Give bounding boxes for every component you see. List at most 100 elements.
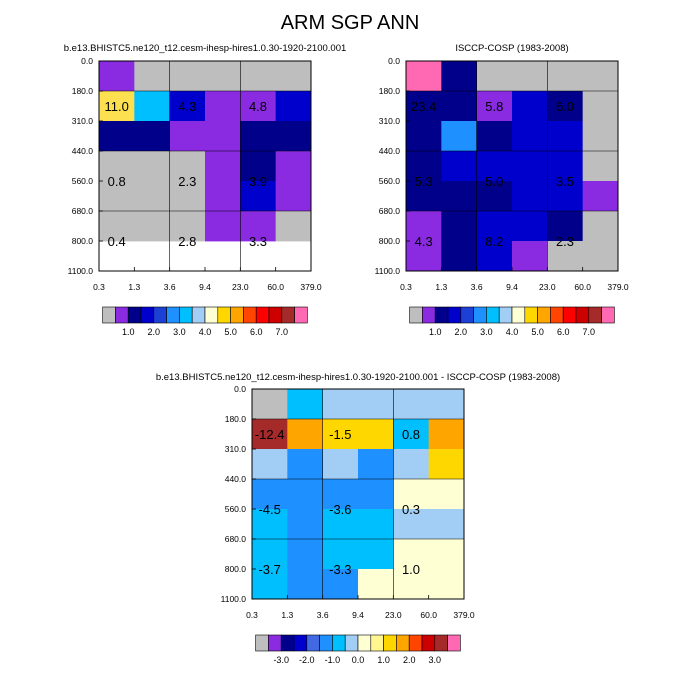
heatmap-cell: [393, 419, 430, 450]
colorbar-swatch: [243, 306, 257, 324]
heatmap-cell: [393, 389, 430, 420]
heatmap-cell: [240, 151, 277, 182]
colorbar-swatch: [383, 634, 397, 652]
heatmap-cell: [512, 241, 548, 272]
heatmap-cell: [252, 419, 288, 450]
heatmap-cell: [428, 449, 465, 480]
colorbar-label: 3.0: [429, 655, 442, 665]
heatmap-cell: [547, 61, 584, 92]
panel-model: b.e13.BHISTC5.ne120_t12.cesm-ihesp-hires…: [64, 43, 347, 337]
data-label: 23.4: [411, 99, 436, 114]
colorbar-label: 0.0: [352, 655, 365, 665]
x-tick-label: 3.6: [164, 282, 176, 292]
heatmap-cell: [240, 211, 277, 242]
colorbar-swatch: [434, 634, 448, 652]
colorbar-swatch: [140, 306, 155, 324]
heatmap-cell: [252, 449, 288, 480]
colorbar-label: 3.0: [173, 327, 186, 337]
heatmap-cell: [393, 539, 430, 570]
y-tick-label: 310.0: [72, 116, 94, 126]
colorbar-swatch: [537, 306, 551, 324]
heatmap-cell: [582, 151, 619, 182]
heatmap-cell: [358, 479, 394, 510]
y-tick-label: 560.0: [72, 176, 94, 186]
heatmap-cell: [322, 449, 359, 480]
colorbar-label: 7.0: [583, 327, 596, 337]
data-label: 4.8: [249, 99, 267, 114]
colorbar-swatch: [550, 306, 564, 324]
heatmap-cell: [582, 61, 619, 92]
heatmap-cell: [287, 389, 324, 420]
heatmap-cell: [441, 151, 478, 182]
data-label: 5.8: [485, 99, 503, 114]
colorbar-swatch: [434, 306, 449, 324]
data-label: 3.3: [249, 234, 267, 249]
heatmap-cell: [134, 211, 171, 242]
colorbar-swatch: [498, 306, 513, 324]
heatmap-cell: [358, 449, 394, 480]
data-label: 2.3: [178, 174, 196, 189]
data-label: 8.2: [485, 234, 503, 249]
colorbar-swatch: [344, 634, 359, 652]
heatmap-cell: [393, 479, 430, 510]
heatmap-cell: [406, 61, 442, 92]
heatmap-cell: [322, 569, 359, 600]
heatmap-cell: [287, 539, 324, 570]
colorbar-swatch: [562, 306, 577, 324]
colorbar-swatch: [409, 306, 423, 324]
colorbar-label: 6.0: [557, 327, 570, 337]
colorbar-swatch: [217, 306, 231, 324]
x-tick-label: 9.4: [199, 282, 211, 292]
data-label: 0.3: [402, 502, 420, 517]
y-tick-label: 800.0: [72, 236, 94, 246]
heatmap-cell: [322, 539, 359, 570]
heatmap-cell: [393, 509, 430, 540]
y-tick-label: 0.0: [81, 56, 93, 66]
x-tick-label: 1.3: [128, 282, 140, 292]
heatmap-cell: [476, 91, 513, 122]
heatmap-cell: [252, 479, 288, 510]
x-tick-label: 1.3: [281, 610, 293, 620]
heatmap-cell: [275, 121, 312, 152]
heatmap-cell: [428, 479, 465, 510]
colorbar-label: 2.0: [455, 327, 468, 337]
y-tick-label: 1100.0: [221, 594, 247, 604]
data-label: 2.3: [556, 234, 574, 249]
heatmap-cell: [287, 419, 324, 450]
heatmap-cell: [406, 241, 442, 272]
heatmap-cell: [99, 91, 135, 122]
heatmap-cell: [547, 181, 584, 212]
colorbar-label: 5.0: [224, 327, 237, 337]
colorbar-swatch: [179, 306, 193, 324]
heatmap-cell: [134, 91, 171, 122]
heatmap-cell: [512, 151, 548, 182]
colorbar-swatch: [204, 306, 219, 324]
heatmap-cell: [240, 181, 277, 212]
heatmap-cell: [169, 91, 206, 122]
x-tick-label: 3.6: [317, 610, 329, 620]
data-label: -3.6: [329, 502, 351, 517]
data-label: 2.8: [178, 234, 196, 249]
x-tick-label: 23.0: [385, 610, 402, 620]
heatmap-cell: [358, 389, 394, 420]
x-tick-label: 23.0: [232, 282, 249, 292]
heatmap-cell: [582, 121, 619, 152]
data-label: -4.5: [258, 502, 280, 517]
heatmap-cell: [134, 121, 171, 152]
colorbar-swatch: [601, 306, 615, 324]
colorbar-swatch: [268, 306, 283, 324]
x-tick-label: 60.0: [267, 282, 284, 292]
heatmap-cell: [169, 121, 206, 152]
colorbar-swatch: [473, 306, 487, 324]
heatmap-cell: [428, 419, 465, 450]
colorbar-swatch: [408, 634, 423, 652]
colorbar-swatch: [319, 634, 333, 652]
heatmap-cell: [547, 151, 584, 182]
colorbar-swatch: [153, 306, 167, 324]
colorbar-swatch: [268, 634, 282, 652]
heatmap-cell: [476, 241, 513, 272]
heatmap-cell: [169, 211, 206, 242]
heatmap-cell: [240, 91, 277, 122]
colorbar-label: -1.0: [325, 655, 341, 665]
heatmap-cell: [512, 181, 548, 212]
